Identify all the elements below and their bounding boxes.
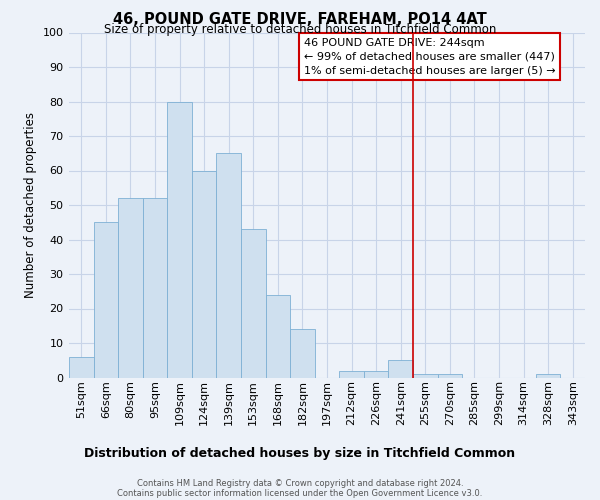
Text: 46, POUND GATE DRIVE, FAREHAM, PO14 4AT: 46, POUND GATE DRIVE, FAREHAM, PO14 4AT xyxy=(113,12,487,26)
Bar xyxy=(536,374,560,378)
Bar xyxy=(94,222,118,378)
Y-axis label: Number of detached properties: Number of detached properties xyxy=(24,112,37,298)
Bar xyxy=(192,170,217,378)
Text: Distribution of detached houses by size in Titchfield Common: Distribution of detached houses by size … xyxy=(85,448,515,460)
Bar xyxy=(388,360,413,378)
Bar xyxy=(339,370,364,378)
Bar xyxy=(167,102,192,378)
Text: 46 POUND GATE DRIVE: 244sqm
← 99% of detached houses are smaller (447)
1% of sem: 46 POUND GATE DRIVE: 244sqm ← 99% of det… xyxy=(304,38,556,76)
Bar xyxy=(437,374,462,378)
Text: Size of property relative to detached houses in Titchfield Common: Size of property relative to detached ho… xyxy=(104,22,496,36)
Bar xyxy=(241,229,266,378)
Bar xyxy=(364,370,388,378)
Bar xyxy=(69,357,94,378)
Text: Contains HM Land Registry data © Crown copyright and database right 2024.: Contains HM Land Registry data © Crown c… xyxy=(137,479,463,488)
Bar xyxy=(290,329,315,378)
Bar xyxy=(143,198,167,378)
Bar xyxy=(217,153,241,378)
Bar xyxy=(413,374,437,378)
Text: Contains public sector information licensed under the Open Government Licence v3: Contains public sector information licen… xyxy=(118,489,482,498)
Bar xyxy=(266,294,290,378)
Bar xyxy=(118,198,143,378)
